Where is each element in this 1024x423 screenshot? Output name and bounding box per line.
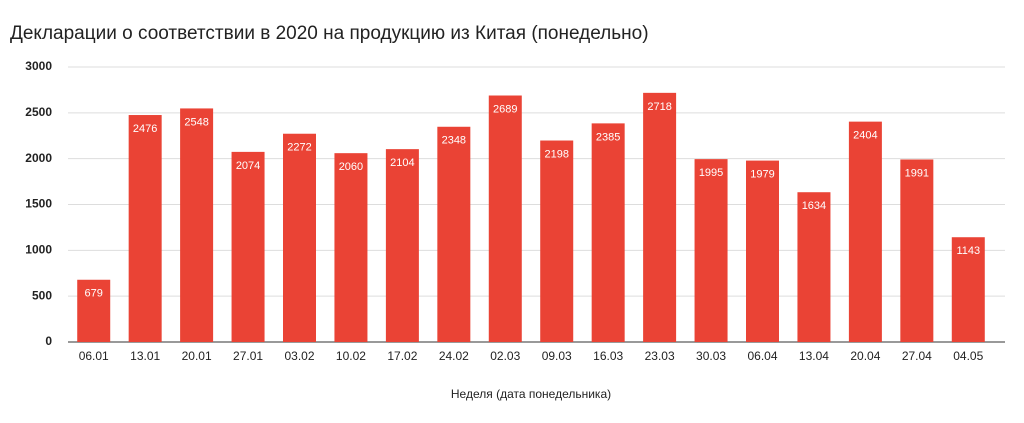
value-label: 2689 xyxy=(493,103,517,115)
x-tick-label: 17.02 xyxy=(387,349,417,363)
y-tick-label: 2500 xyxy=(25,105,52,119)
value-label: 1991 xyxy=(905,167,929,179)
bar xyxy=(385,149,419,342)
value-label: 1634 xyxy=(802,200,826,212)
x-tick-label: 27.04 xyxy=(902,349,932,363)
value-label: 2385 xyxy=(596,131,620,143)
bar xyxy=(231,151,265,342)
x-tick-label: 30.03 xyxy=(696,349,726,363)
value-label: 1979 xyxy=(750,168,774,180)
value-label: 2198 xyxy=(544,148,568,160)
bar xyxy=(334,153,368,342)
bar xyxy=(77,279,111,342)
value-label: 679 xyxy=(85,288,103,300)
bar xyxy=(951,237,985,342)
x-tick-label: 20.01 xyxy=(182,349,212,363)
y-tick-label: 1000 xyxy=(25,243,52,257)
value-label: 2104 xyxy=(390,157,414,169)
x-tick-label: 03.02 xyxy=(284,349,314,363)
bar xyxy=(694,159,728,342)
y-tick-label: 1500 xyxy=(25,197,52,211)
value-label: 2060 xyxy=(339,161,363,173)
bar xyxy=(746,160,779,342)
x-tick-label: 24.02 xyxy=(439,349,469,363)
x-tick-label: 10.02 xyxy=(336,349,366,363)
x-tick-label: 04.05 xyxy=(953,349,983,363)
x-tick-label: 13.04 xyxy=(799,349,829,363)
chart-title: Декларации о соответствии в 2020 на прод… xyxy=(10,23,649,44)
bar xyxy=(128,115,162,343)
x-tick-label: 02.03 xyxy=(490,349,520,363)
x-tick-label: 23.03 xyxy=(645,349,675,363)
value-label: 2718 xyxy=(647,101,671,113)
x-tick-label: 06.04 xyxy=(747,349,777,363)
bar xyxy=(797,192,831,342)
y-tick-label: 3000 xyxy=(25,59,52,73)
value-label: 1995 xyxy=(699,167,723,179)
value-label: 2476 xyxy=(133,123,157,135)
bar xyxy=(180,108,214,342)
y-tick-label: 2000 xyxy=(25,151,52,165)
bar xyxy=(283,133,316,342)
value-label: 2548 xyxy=(184,116,208,128)
y-tick-label: 500 xyxy=(32,288,52,302)
value-label: 2404 xyxy=(853,130,877,142)
bar xyxy=(848,121,882,342)
value-label: 2348 xyxy=(442,135,466,147)
bar xyxy=(540,140,574,342)
bar xyxy=(437,126,471,343)
x-axis-label: Неделя (дата понедельника) xyxy=(451,387,611,401)
value-label: 1143 xyxy=(956,245,980,257)
bar xyxy=(591,123,625,342)
bar xyxy=(488,95,522,342)
x-tick-label: 09.03 xyxy=(542,349,572,363)
x-tick-label: 06.01 xyxy=(79,349,109,363)
x-tick-label: 13.01 xyxy=(130,349,160,363)
value-label: 2074 xyxy=(236,160,260,172)
value-label: 2272 xyxy=(287,142,311,154)
x-tick-label: 27.01 xyxy=(233,349,263,363)
bar xyxy=(643,92,677,342)
bar xyxy=(900,159,934,342)
x-tick-label: 16.03 xyxy=(593,349,623,363)
y-tick-label: 0 xyxy=(45,334,52,348)
x-tick-label: 20.04 xyxy=(850,349,880,363)
